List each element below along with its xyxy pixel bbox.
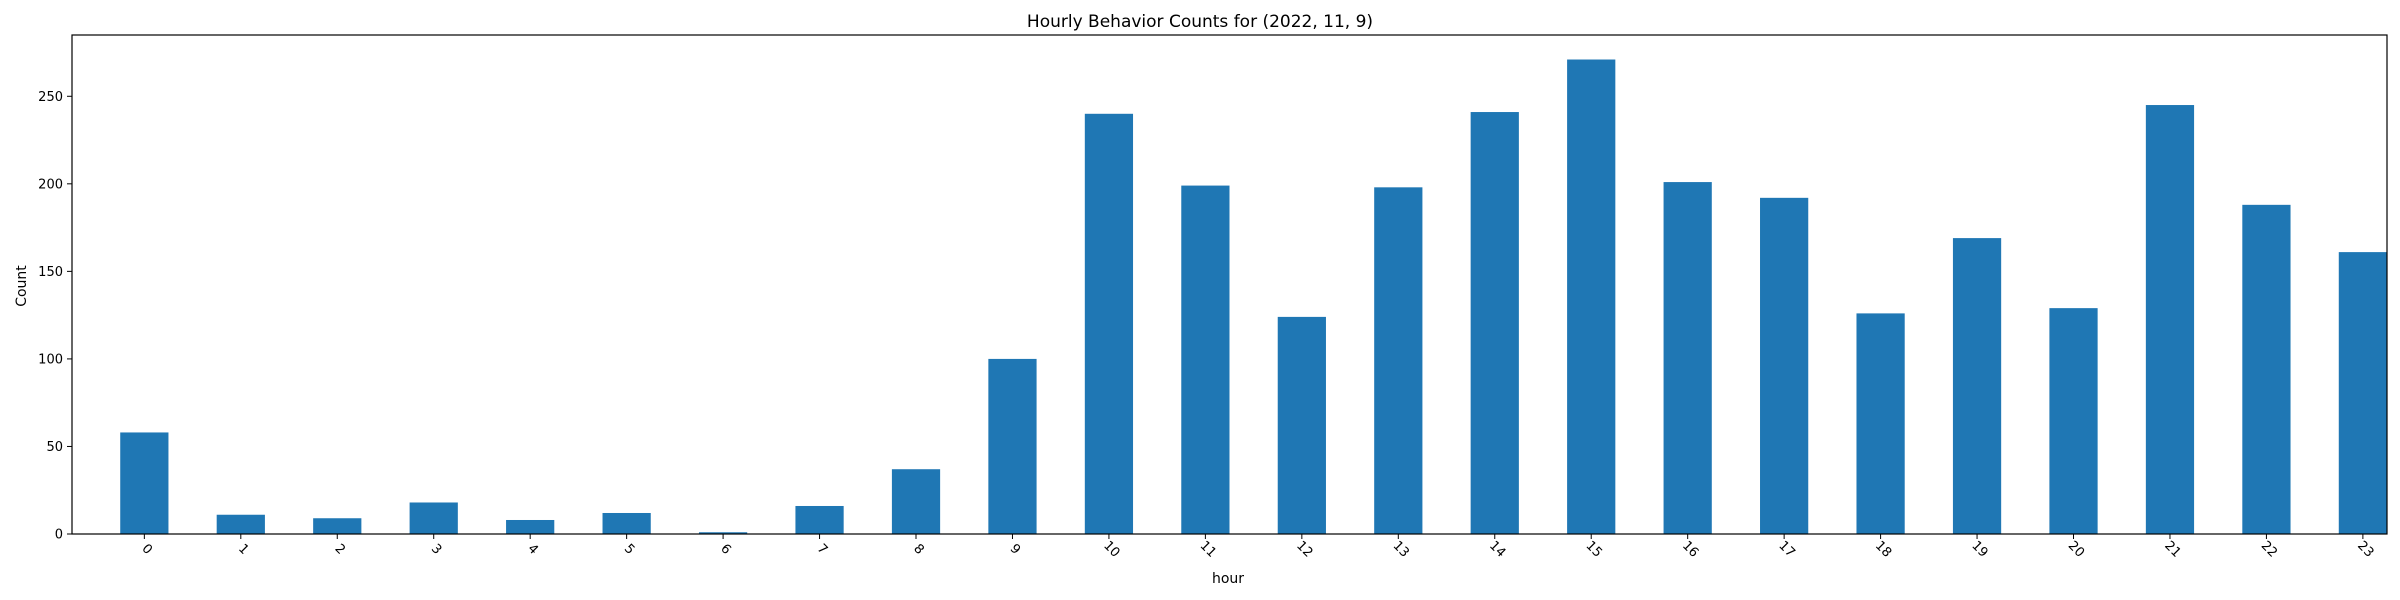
bar-hour-8 bbox=[891, 469, 941, 534]
x-tick-label: 10 bbox=[1100, 538, 1122, 560]
x-tick-label: 12 bbox=[1293, 538, 1315, 560]
x-tick-label: 17 bbox=[1775, 538, 1797, 560]
x-tick-label: 8 bbox=[910, 541, 926, 557]
bar-hour-9 bbox=[988, 358, 1037, 534]
x-tick-label: 13 bbox=[1390, 538, 1412, 560]
y-axis: 0 50 100 150 200 250 bbox=[38, 90, 72, 543]
x-tick-label: 11 bbox=[1197, 538, 1219, 560]
bar-hour-23 bbox=[2338, 252, 2387, 534]
bar-hour-11 bbox=[1181, 185, 1230, 534]
x-tick-label: 19 bbox=[1968, 538, 1990, 560]
bar-hour-5 bbox=[602, 512, 651, 534]
x-tick-label: 21 bbox=[2161, 538, 2183, 560]
bar-hour-3 bbox=[409, 502, 458, 534]
bar-hour-20 bbox=[2049, 308, 2098, 534]
x-tick-label: 4 bbox=[524, 541, 540, 557]
x-tick-label: 3 bbox=[428, 541, 444, 557]
x-tick-label: 2 bbox=[332, 541, 348, 557]
chart-title: Hourly Behavior Counts for (2022, 11, 9) bbox=[1027, 12, 1373, 32]
x-tick-label: 1 bbox=[235, 541, 251, 557]
y-tick-label: 50 bbox=[46, 440, 63, 455]
bar-hour-21 bbox=[2145, 105, 2195, 534]
bar-hour-22 bbox=[2242, 204, 2291, 534]
x-tick-label: 7 bbox=[814, 541, 830, 557]
plot-frame bbox=[71, 34, 2388, 535]
bar-hour-17 bbox=[1760, 197, 1809, 534]
y-tick-label: 250 bbox=[38, 90, 63, 105]
bar-hour-13 bbox=[1374, 187, 1423, 535]
x-tick-label: 20 bbox=[2065, 538, 2087, 560]
y-tick-label: 200 bbox=[38, 177, 63, 192]
bar-hour-18 bbox=[1856, 313, 1905, 534]
x-tick-label: 9 bbox=[1007, 541, 1023, 557]
x-tick-label: 16 bbox=[1679, 538, 1701, 560]
x-axis: 0 1 2 3 4 5 6 7 8 9 10 11 12 13 14 15 16 17 18 19 20 21 22 23 bbox=[139, 534, 2377, 561]
x-tick-label: 15 bbox=[1583, 538, 1605, 560]
bar-hour-6 bbox=[698, 532, 748, 534]
x-tick-label: 0 bbox=[139, 541, 155, 557]
y-tick-label: 0 bbox=[55, 528, 63, 543]
bar-hour-19 bbox=[1952, 238, 2002, 535]
bar-hour-14 bbox=[1470, 112, 1519, 534]
x-tick-label: 5 bbox=[621, 541, 637, 557]
x-tick-label: 14 bbox=[1486, 538, 1508, 560]
x-axis-label: hour bbox=[1212, 571, 1244, 587]
bar-hour-15 bbox=[1567, 59, 1616, 535]
bars-group bbox=[120, 59, 2387, 535]
bar-hour-0 bbox=[120, 432, 169, 534]
x-tick-label: 23 bbox=[2354, 538, 2376, 560]
x-tick-label: 22 bbox=[2258, 538, 2280, 560]
bar-hour-10 bbox=[1084, 113, 1134, 534]
x-tick-label: 6 bbox=[717, 541, 733, 557]
y-tick-label: 100 bbox=[38, 352, 63, 367]
bar-hour-16 bbox=[1663, 182, 1712, 535]
bar-hour-4 bbox=[506, 519, 555, 534]
bar-hour-12 bbox=[1277, 316, 1326, 534]
bar-hour-7 bbox=[795, 505, 844, 534]
y-tick-label: 150 bbox=[38, 265, 63, 280]
x-tick-label: 18 bbox=[1872, 538, 1894, 560]
bar-hour-1 bbox=[216, 514, 265, 534]
bar-hour-2 bbox=[313, 518, 362, 534]
y-axis-label: Count bbox=[14, 265, 30, 307]
